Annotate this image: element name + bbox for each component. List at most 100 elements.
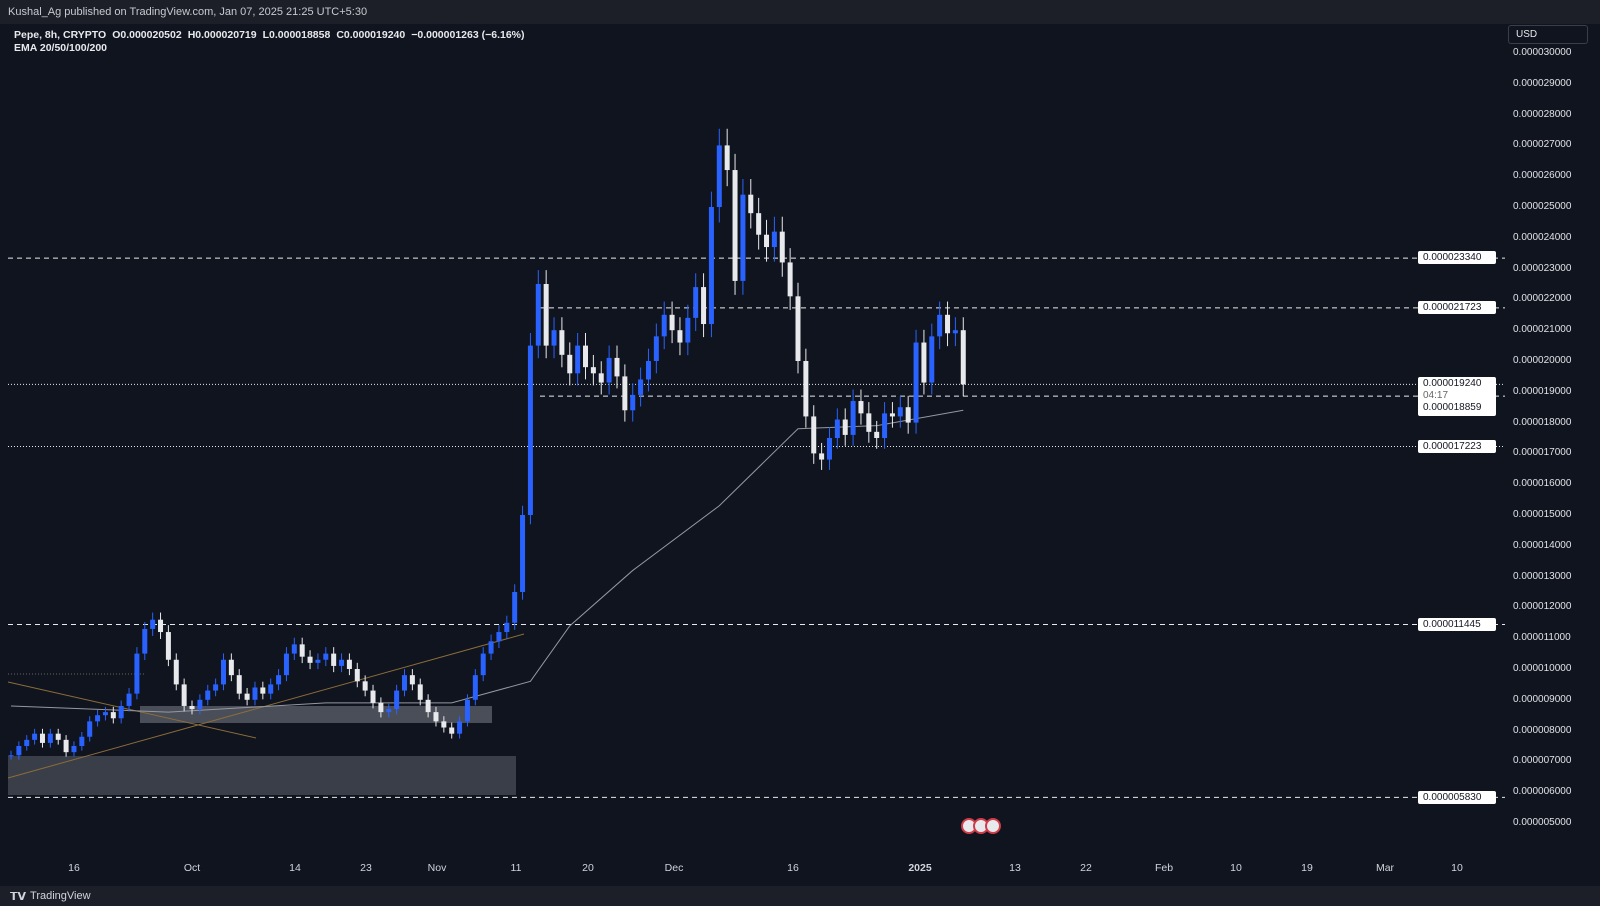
candle [268,684,274,694]
candle [55,733,61,740]
time-tick: 10 [1451,862,1463,874]
time-tick: Feb [1154,862,1174,874]
candle [417,684,423,700]
candle [315,659,321,663]
time-tick: Mar [1375,862,1395,874]
time-tick: Oct [183,862,201,874]
candle [16,746,22,756]
candle [811,416,817,454]
candle [669,314,675,331]
candle [826,438,832,460]
candle [488,641,494,654]
candle [543,284,549,346]
candle [71,746,77,753]
candle [858,401,864,414]
candle [63,739,69,753]
price-tick: 0.000007000 [1513,755,1572,767]
candle [118,705,124,719]
candle [693,287,699,318]
candle [661,314,667,337]
tradingview-logo-icon: 𝗧𝗩 [10,890,27,903]
candle [283,653,289,676]
candle [551,330,557,346]
candle [331,653,337,666]
time-tick: 13 [1009,862,1021,874]
ema-200-line [10,409,964,713]
candle [606,357,612,383]
level-tag: 0.000011445 [1418,618,1496,631]
candle [787,262,793,297]
candle [8,755,14,757]
price-tick: 0.000020000 [1513,355,1572,366]
candle [394,690,400,710]
price-tick: 0.000010000 [1513,663,1572,674]
price-tick: 0.000019000 [1513,385,1572,397]
candle [102,712,108,716]
candle [165,632,171,660]
price-tick: 0.000017000 [1513,447,1572,459]
open-value: O0.000020502 [112,29,182,41]
price-tick: 0.000026000 [1513,170,1572,182]
symbol-label[interactable]: Pepe, 8h, CRYPTO [14,29,107,41]
candle [299,644,305,657]
candle [677,330,683,343]
candle [307,656,313,663]
candle [87,721,93,737]
time-tick: 2025 [908,862,932,874]
trendline [7,681,257,739]
candle [205,690,211,700]
candle [874,431,880,438]
candle [708,207,714,325]
candle [472,675,478,700]
candle [504,622,510,633]
candle [244,693,250,700]
price-tick: 0.000016000 [1513,478,1572,490]
level-tag: 0.000021723 [1418,301,1496,314]
chart-pane[interactable] [0,24,1600,886]
candle [583,345,589,368]
currency-button[interactable]: USD [1508,25,1588,44]
price-tick: 0.000005000 [1513,817,1572,828]
price-tick: 0.000011000 [1513,632,1571,644]
candle [181,684,187,706]
level-tag: 0.000023340 [1418,251,1496,264]
candle [346,659,352,669]
candle [771,231,777,248]
candle [732,170,738,281]
candle [425,699,431,713]
price-tick: 0.000018000 [1513,416,1572,428]
candle [952,330,958,334]
time-tick: 23 [360,862,372,874]
candle [866,413,872,432]
candle [889,413,895,417]
candle [630,394,636,411]
price-tick: 0.000008000 [1513,724,1572,736]
publish-info: Kushal_Ag published on TradingView.com, … [0,0,1600,24]
chart-legend: Pepe, 8h, CRYPTO O0.000020502 H0.000020719… [14,29,531,55]
candle [638,379,644,395]
candle [362,681,368,691]
candle [220,659,226,685]
us-flag-event-icon[interactable] [985,818,1001,834]
candle [173,659,179,685]
candle [819,453,825,460]
price-tick: 0.000022000 [1513,293,1572,305]
candle [937,314,943,337]
candle [464,699,470,722]
candle [213,684,219,691]
candle [701,287,707,325]
candle [409,675,415,685]
level-value: 0.000018859 [1423,402,1482,413]
price-tick: 0.000030000 [1513,47,1572,58]
candle [39,733,45,743]
candle [756,213,762,235]
candle [685,317,691,343]
current-price-tag: 0.000019240 04:17 0.000018859 [1418,377,1496,416]
candle [512,592,518,623]
candle [228,659,234,676]
candle [386,709,392,713]
indicator-label[interactable]: EMA 20/50/100/200 [14,42,108,54]
candle [842,419,848,435]
time-tick: 10 [1230,862,1242,874]
